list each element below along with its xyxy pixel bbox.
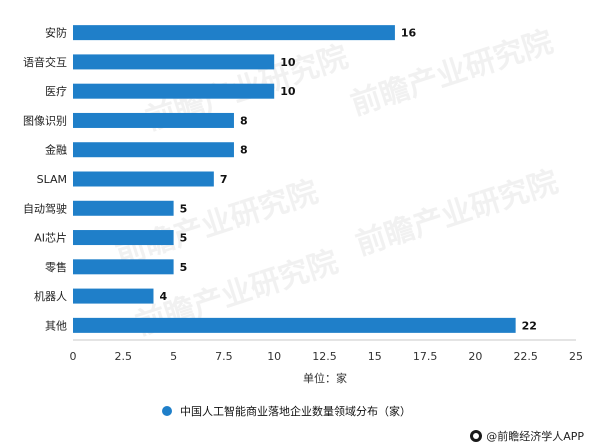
value-label: 5 bbox=[180, 232, 188, 245]
x-axis-title: 单位：家 bbox=[303, 371, 347, 385]
category-label: 医疗 bbox=[45, 84, 67, 98]
value-label: 8 bbox=[240, 114, 248, 127]
category-label: 其他 bbox=[45, 319, 67, 332]
bar bbox=[73, 317, 516, 333]
bar bbox=[73, 142, 234, 158]
value-label: 8 bbox=[240, 144, 248, 157]
bar bbox=[73, 112, 234, 128]
value-label: 10 bbox=[280, 56, 296, 69]
x-tick-label: 15 bbox=[368, 350, 382, 363]
bar bbox=[73, 288, 154, 304]
bar bbox=[73, 25, 395, 41]
x-tick-label: 20 bbox=[468, 350, 482, 363]
category-label: SLAM bbox=[37, 173, 67, 186]
category-label: 零售 bbox=[45, 260, 67, 274]
source-text: @前瞻经济学人APP bbox=[486, 430, 584, 443]
category-label: 金融 bbox=[45, 143, 67, 157]
category-label: 安防 bbox=[45, 26, 67, 40]
value-labels: 16 10 10 8 8 7 5 5 5 4 22 bbox=[159, 27, 536, 333]
value-label: 4 bbox=[159, 290, 167, 303]
x-tick-label: 5 bbox=[170, 350, 177, 363]
category-label: 语音交互 bbox=[23, 55, 67, 69]
x-tick-label: 10 bbox=[267, 350, 281, 363]
category-label: 自动驾驶 bbox=[23, 201, 67, 215]
bar bbox=[73, 54, 275, 70]
bar bbox=[73, 230, 174, 246]
value-label: 16 bbox=[401, 27, 417, 40]
x-tick-label: 17.5 bbox=[413, 350, 438, 363]
bar bbox=[73, 83, 275, 99]
legend: 中国人工智能商业落地企业数量领域分布（家） bbox=[162, 404, 411, 418]
x-tick-label: 22.5 bbox=[513, 350, 538, 363]
x-tick-label: 25 bbox=[569, 350, 583, 363]
value-label: 7 bbox=[220, 173, 228, 186]
value-label: 10 bbox=[280, 85, 296, 98]
category-label: 图像识别 bbox=[23, 114, 67, 127]
legend-marker bbox=[162, 406, 172, 416]
bar bbox=[73, 259, 174, 275]
bars-group bbox=[73, 25, 516, 333]
legend-label: 中国人工智能商业落地企业数量领域分布（家） bbox=[180, 404, 411, 418]
x-tick-label: 0 bbox=[70, 350, 77, 363]
x-axis: 0 2.5 5 7.5 10 12.5 15 17.5 20 22.5 25 bbox=[70, 339, 583, 363]
value-label: 22 bbox=[522, 319, 537, 332]
category-label: AI芯片 bbox=[34, 231, 67, 245]
x-tick-label: 2.5 bbox=[115, 350, 133, 363]
value-label: 5 bbox=[180, 261, 188, 274]
value-label: 5 bbox=[180, 202, 188, 215]
watermark-text: 前瞻产业研究院 bbox=[352, 164, 563, 262]
x-tick-label: 12.5 bbox=[312, 350, 337, 363]
x-tick-label: 7.5 bbox=[215, 350, 233, 363]
bar bbox=[73, 200, 174, 216]
brand-logo-icon bbox=[470, 430, 483, 442]
source-credit: @前瞻经济学人APP bbox=[470, 428, 584, 444]
category-label: 机器人 bbox=[34, 289, 67, 303]
bar bbox=[73, 171, 214, 187]
